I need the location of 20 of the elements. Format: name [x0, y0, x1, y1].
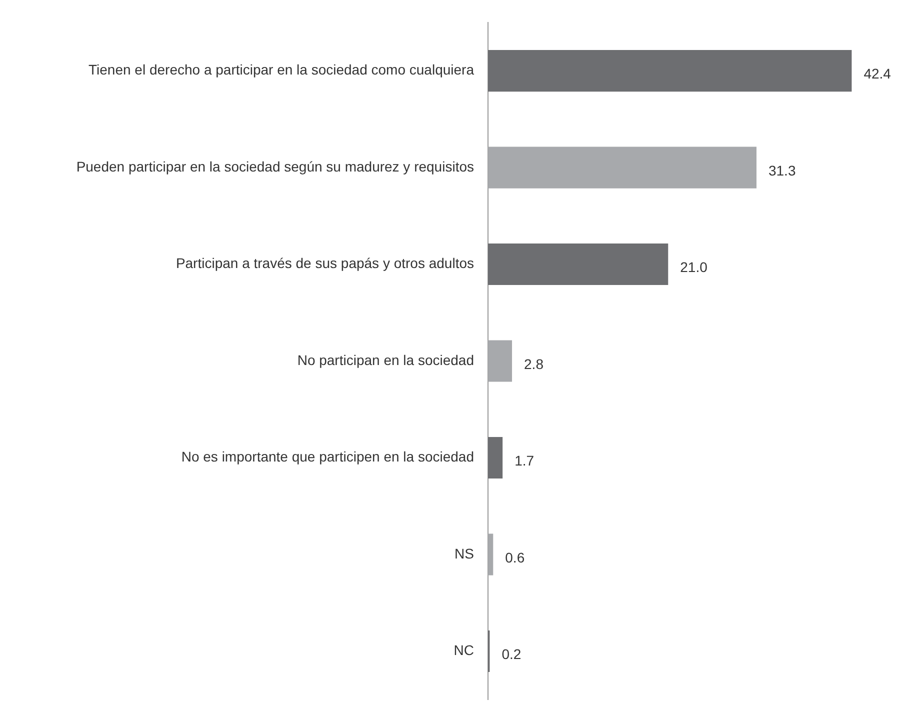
- data-label: 42.4: [864, 66, 892, 82]
- y-tick-label: No participan en la sociedad: [297, 352, 474, 368]
- y-tick-label: Participan a través de sus papás y otros adultos: [176, 255, 474, 272]
- y-tick-label: Tienen el derecho a participar en la sociedad como cualquiera: [88, 62, 474, 78]
- data-label: 31.3: [768, 162, 796, 178]
- data-label: 0.2: [502, 646, 522, 662]
- bar: [488, 146, 756, 188]
- data-label: 1.7: [514, 452, 534, 469]
- data-label: 0.6: [505, 549, 525, 566]
- y-tick-label: Pueden participar en la sociedad según su madurez y requisitos: [76, 158, 474, 174]
- bar: [488, 50, 852, 92]
- y-tick-label: NC: [454, 642, 474, 658]
- data-label: 21.0: [680, 259, 708, 276]
- y-tick-label: NS: [454, 545, 474, 562]
- bar: [488, 243, 668, 286]
- bar: [488, 534, 494, 576]
- data-label: 2.8: [524, 356, 544, 372]
- bar: [488, 340, 512, 382]
- bar: [488, 436, 503, 479]
- y-tick-label: No es importante que participen en la sociedad: [181, 448, 474, 465]
